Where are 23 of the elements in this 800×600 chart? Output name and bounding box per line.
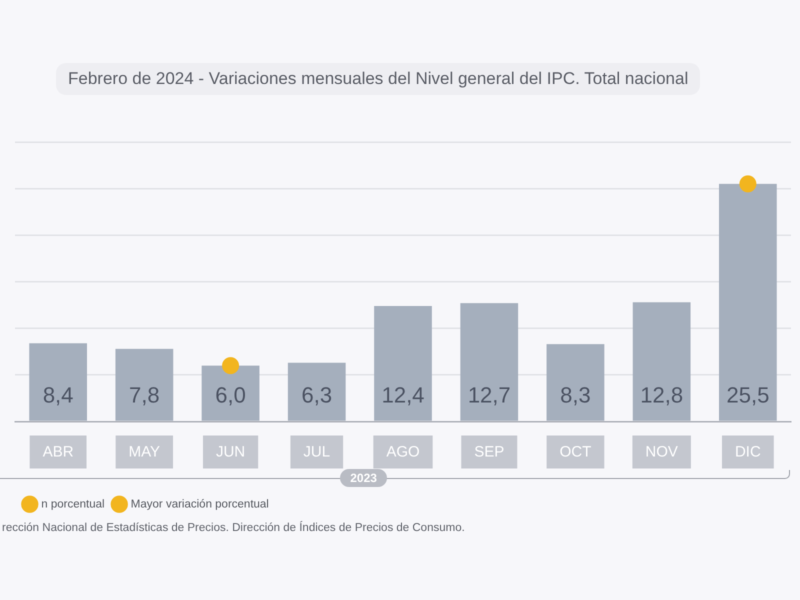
x-tick-label: MAY (128, 444, 160, 461)
data-label: 6,3 (301, 382, 332, 408)
x-tick-label: NOV (645, 444, 678, 461)
data-label: 25,5 (726, 382, 770, 408)
x-tick-label: SEP (474, 444, 504, 461)
data-label: 12,7 (468, 382, 511, 408)
x-tick-label: ABR (42, 444, 74, 461)
data-label: 6,0 (215, 382, 246, 408)
text: rección Nacional de Estadísticas de Precios. Dirección de Índices de Precios de Consumo. (2, 522, 465, 534)
x-tick-label: OCT (560, 444, 592, 461)
data-label: 7,8 (129, 382, 160, 408)
text: 2023 (340, 469, 387, 488)
x-tick-label: AGO (386, 444, 420, 461)
data-label: 8,4 (42, 382, 74, 408)
data-label: 12,4 (382, 382, 424, 408)
x-tick-label: JUL (303, 444, 330, 461)
x-tick-label: JUN (216, 444, 246, 461)
data-label: 12,8 (640, 382, 684, 408)
data-label: 8,3 (560, 382, 591, 408)
chart-title: Febrero de 2024 - Variaciones mensuales del Nivel general del IPC. Total nacional (56, 63, 700, 95)
legend-label: Mayor variación porcentual (130, 498, 269, 510)
x-tick-label: DIC (734, 444, 761, 461)
legend-label: n porcentual (41, 498, 105, 510)
